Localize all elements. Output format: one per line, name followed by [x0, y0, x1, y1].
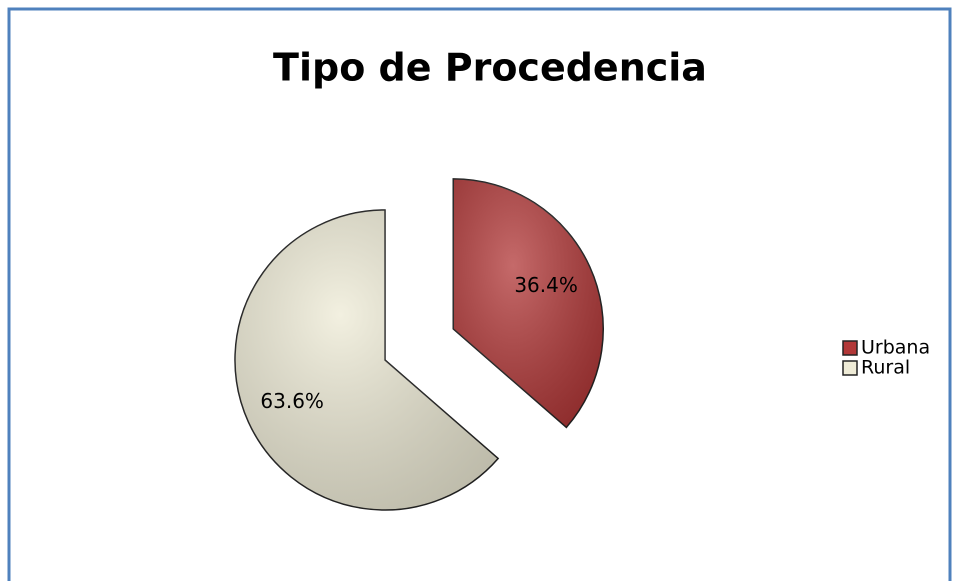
- chart-border: [7, 7, 952, 581]
- data-label: 36.4%: [514, 273, 578, 297]
- slice-shade: [453, 178, 604, 428]
- data-label: 63.6%: [260, 389, 324, 413]
- chart-title: Tipo de Procedencia: [273, 46, 707, 90]
- legend-swatch: [842, 360, 858, 376]
- legend-swatch: [842, 340, 858, 356]
- legend-label: Rural: [861, 357, 910, 379]
- legend-label: Urbana: [861, 337, 930, 359]
- slice-shade: [234, 210, 499, 510]
- pie: 36.4% 63.6%: [234, 178, 604, 511]
